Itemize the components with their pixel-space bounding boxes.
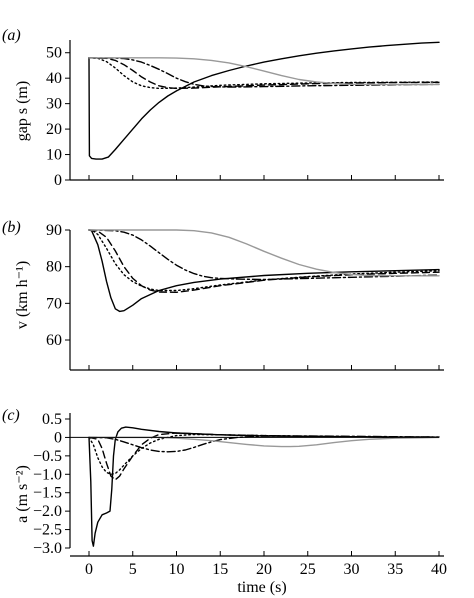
panel-b-y-tick-label: 90 (46, 222, 62, 239)
x-tick-label: 20 (256, 561, 272, 578)
x-axis-label: time (s) (237, 579, 286, 596)
panel-c-label: (c) (2, 407, 20, 424)
panel-b: (b) v (km h⁻¹) 60 70 80 90 (2, 219, 444, 371)
panel-a-series-2-dotted-line (88, 57, 440, 90)
panel-c-y-tick-label: 0 (54, 429, 62, 446)
panel-c-series-4-dashdot-line (88, 435, 440, 453)
panel-a-ylabel: gap s (m) (14, 81, 31, 141)
panel-c-series-group (88, 426, 440, 547)
panel-c-series-5-solid-line (88, 436, 440, 448)
panel-b-y-tick-label: 60 (46, 332, 62, 349)
panel-a-y-tick-label: 50 (46, 45, 62, 62)
x-tick-label: 5 (129, 561, 137, 578)
panel-a-label: (a) (2, 27, 21, 44)
panel-b-series-5-solid-line (88, 229, 440, 277)
panel-c-y-tick-label: −2.5 (33, 522, 62, 539)
panel-c-y-tick-label: −2.0 (33, 503, 62, 520)
x-tick-label: 10 (169, 561, 185, 578)
x-tick-label: 25 (300, 561, 316, 578)
panel-a-series-4-dashdot-line (88, 57, 440, 88)
panel-c-series-2-dotted-line (88, 433, 440, 475)
panel-c-y-tick-label: −1.5 (33, 485, 62, 502)
panel-a-y-tick-label: 40 (46, 70, 62, 87)
panel-c-y-tick-label: −3.0 (33, 540, 62, 557)
x-tick-label: 15 (212, 561, 228, 578)
panel-b-series-group (88, 229, 440, 313)
panel-c: (c) a (m s⁻²) 0.50−0.5−1.0−1.5−2.0−2.5−3… (2, 407, 447, 596)
x-tick-label: 30 (344, 561, 360, 578)
panel-b-axes: 60 70 80 90 (46, 222, 444, 371)
panel-b-series-2-dotted-line (88, 229, 440, 292)
panel-c-y-tick-label: −0.5 (33, 448, 62, 465)
panel-b-series-1-solid-line (88, 229, 440, 313)
panel-a-series-3-dashed-line (88, 57, 440, 90)
panel-c-ylabel: a (m s⁻²) (14, 465, 31, 523)
panel-c-series-1-solid-line (88, 426, 440, 547)
panel-b-label: (b) (2, 219, 21, 236)
x-tick-label: 0 (85, 561, 93, 578)
panel-b-ylabel: v (km h⁻¹) (14, 261, 31, 329)
panel-a-series-group (88, 41, 440, 160)
panel-c-series-3-dashed-line (88, 432, 440, 481)
panel-b-y-tick-label: 70 (46, 295, 62, 312)
panel-c-y-tick-label: −1.0 (33, 466, 62, 483)
panel-a-series-1-solid-line (88, 41, 440, 160)
panel-a-y-tick-label: 10 (46, 147, 62, 164)
panel-a-axes: 0 10 20 30 40 50 (46, 40, 444, 189)
panel-a: (a) gap s (m) 0 10 20 30 40 50 (2, 27, 444, 189)
x-tick-label: 35 (387, 561, 403, 578)
panel-a-y-tick-label: 20 (46, 121, 62, 138)
panel-b-y-tick-label: 80 (46, 259, 62, 276)
panel-a-y-tick-label: 30 (46, 96, 62, 113)
panel-c-axes: 0.50−0.5−1.0−1.5−2.0−2.5−3.00 5 10 15 20 25 30… (33, 411, 447, 578)
panel-b-series-3-dashed-line (88, 229, 440, 293)
panel-c-y-tick-label: 0.5 (42, 411, 62, 428)
panel-a-y-tick-label: 0 (54, 172, 62, 189)
x-tick-label: 40 (431, 561, 447, 578)
panel-b-series-4-dashdot-line (88, 229, 440, 281)
panel-a-series-5-solid-line (88, 57, 440, 86)
